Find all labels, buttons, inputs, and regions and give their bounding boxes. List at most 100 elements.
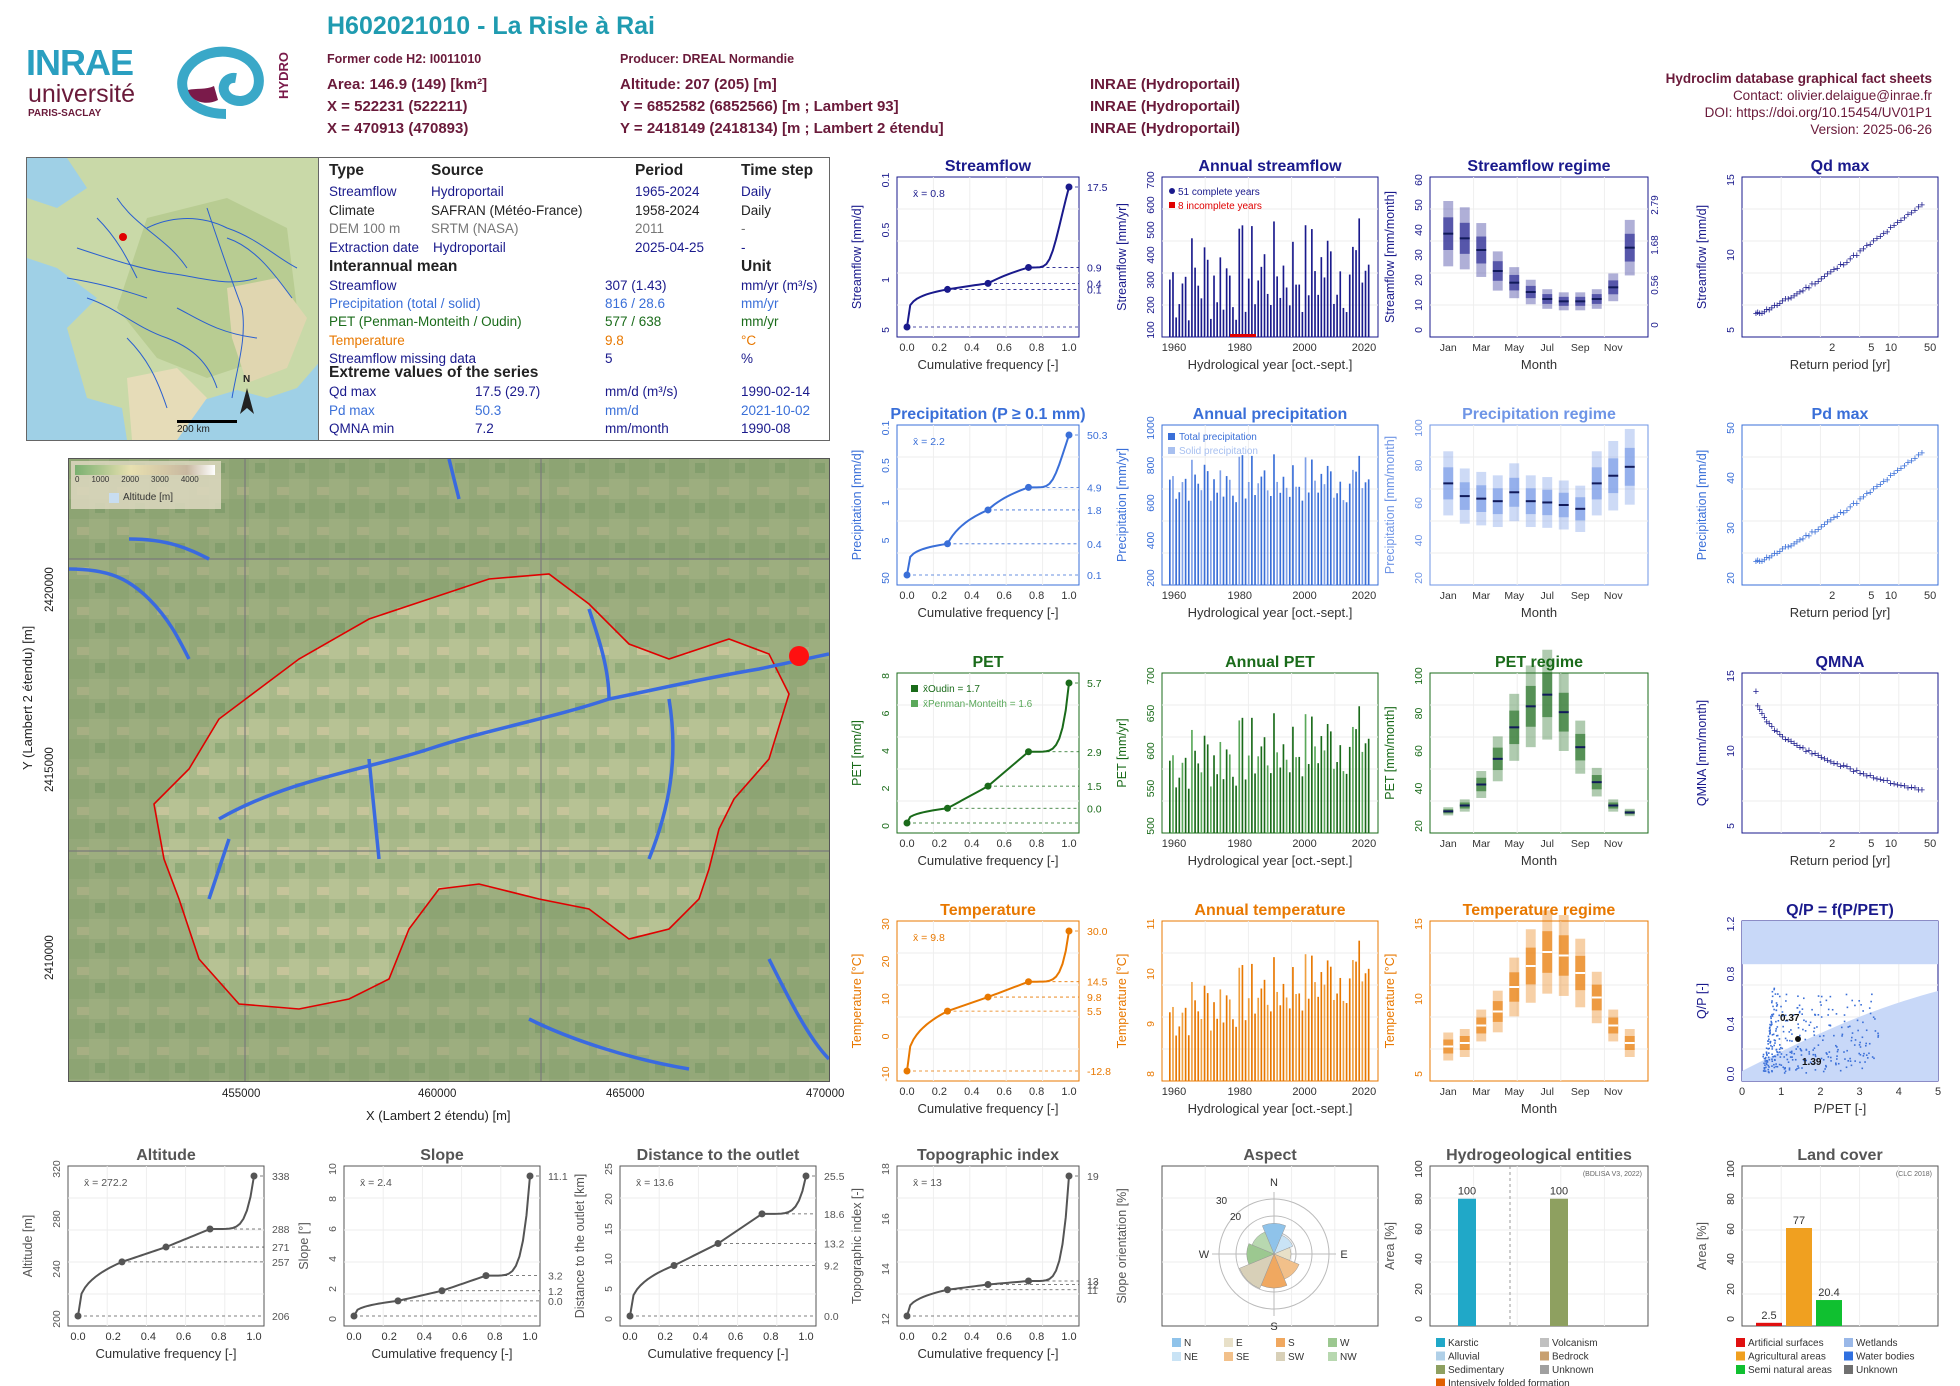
y-tick-label: 600	[1145, 494, 1157, 512]
right-tick-label: 0.0	[1087, 803, 1102, 815]
y-tick-label: 200	[1145, 296, 1157, 314]
return-point: +	[1908, 456, 1914, 468]
annual-bar	[1317, 492, 1319, 585]
qp-point	[1871, 1056, 1874, 1058]
plot-area	[896, 424, 1080, 586]
y-tick-label: 10	[1725, 745, 1737, 757]
doi-link[interactable]: DOI: https://doi.org/10.15454/UV01P1	[1704, 105, 1932, 120]
x-tick-label: 1	[1778, 1086, 1784, 1098]
x-axis-label: Hydrological year [oct.-sept.]	[1188, 853, 1353, 868]
annual-bar	[1247, 482, 1250, 585]
info-source: SRTM (NASA)	[431, 221, 519, 236]
x-tick-label: 1.0	[1061, 342, 1076, 354]
quantile-point	[984, 506, 992, 514]
qp-point	[1863, 1052, 1865, 1055]
annual-bar	[1307, 764, 1310, 833]
qp-point	[1776, 1026, 1779, 1028]
qp-point	[1836, 1046, 1838, 1048]
annual-bar	[1295, 284, 1297, 337]
return-point: +	[1794, 289, 1800, 301]
qp-point	[1872, 1016, 1875, 1019]
annual-bar	[1251, 226, 1253, 337]
right-tick-label: 5.5	[1087, 1006, 1102, 1018]
y-tick-label: 80	[1725, 1193, 1737, 1205]
return-point: +	[1818, 752, 1824, 764]
annual-bar	[1323, 484, 1326, 585]
x-tick-label: 1.0	[1061, 838, 1076, 850]
x-tick-label: 50	[1924, 590, 1936, 602]
annual-bar	[1203, 247, 1206, 337]
return-point: +	[1898, 463, 1904, 475]
extreme-row: Pd max 50.3 mm/d 2021-10-02	[329, 403, 829, 421]
qp-point	[1841, 1035, 1843, 1037]
annual-bar	[1339, 481, 1342, 585]
qp-point	[1785, 1054, 1788, 1056]
x-tick-label: Sep	[1571, 590, 1590, 602]
annual-bar	[1329, 966, 1332, 1081]
annual-bar	[1285, 287, 1288, 337]
y-tick-label: 200	[1145, 569, 1157, 587]
return-point: +	[1874, 233, 1880, 245]
return-point: +	[1774, 300, 1780, 312]
qp-point	[1820, 1057, 1823, 1060]
qp-point	[1768, 1027, 1771, 1030]
legend-swatch	[1436, 1365, 1445, 1374]
mean-row: Precipitation (total / solid) 816 / 28.6 m…	[329, 296, 829, 314]
annual-bar	[1367, 738, 1370, 833]
legend-entry: Artificial surfaces	[1748, 1338, 1824, 1349]
return-point: +	[1774, 726, 1780, 738]
annual-bar	[1197, 285, 1200, 337]
y-tick-label: 50	[1413, 199, 1425, 211]
ring-label: 20	[1230, 1212, 1242, 1223]
annual-bar	[1169, 479, 1171, 585]
y-tick-label: 50	[880, 572, 892, 584]
y-tick-label: 20	[1725, 572, 1737, 584]
x-tick-label: 0.8	[1029, 1086, 1044, 1098]
qp-point	[1762, 1053, 1765, 1056]
qp-point	[1837, 1048, 1839, 1051]
y-axis-label: Temperature [°C]	[850, 954, 864, 1049]
qp-point	[1840, 1026, 1843, 1029]
annual-bar	[1172, 755, 1174, 833]
qp-point	[1775, 1005, 1778, 1007]
qp-point	[1773, 1063, 1775, 1066]
quantile-point	[1065, 927, 1073, 935]
annual-bar	[1292, 465, 1294, 585]
x-tick-label: 0.4	[964, 1086, 979, 1098]
qp-point	[1771, 1053, 1773, 1056]
return-point: +	[1824, 755, 1830, 767]
qp-point	[1773, 1055, 1776, 1058]
x-tick-label: Nov	[1604, 838, 1623, 850]
annual-bar	[1336, 493, 1338, 585]
quantile-point	[1025, 483, 1032, 491]
y-tick-label: 80	[1413, 460, 1425, 472]
source-note: (CLC 2018)	[1896, 1171, 1932, 1178]
return-point: +	[1791, 290, 1797, 302]
qp-point	[1811, 1008, 1813, 1011]
mean-unit: mm/yr	[741, 296, 779, 312]
y-tick-label: 50	[1725, 422, 1737, 434]
qp-point	[1822, 1039, 1824, 1042]
y-tick-label: 320	[51, 1160, 63, 1178]
return-point: +	[1840, 760, 1846, 772]
qp-point	[1767, 1068, 1770, 1071]
x-tick-label: Jul	[1541, 590, 1554, 602]
annual-bar	[1181, 1012, 1184, 1081]
y-axis-label: PET [mm/d]	[850, 720, 864, 786]
return-point: +	[1806, 282, 1812, 294]
info-period: 1965-2024	[635, 184, 700, 199]
qp-point	[1771, 1000, 1773, 1002]
qp-point	[1858, 1000, 1861, 1002]
y-axis-label: Streamflow [mm/d]	[1695, 205, 1709, 309]
return-point: +	[1771, 300, 1777, 312]
contact-link[interactable]: Contact: olivier.delaigue@inrae.fr	[1732, 88, 1932, 103]
qp-point	[1836, 1050, 1839, 1053]
y-axis-label: QMNA [mm/month]	[1695, 700, 1709, 806]
qp-point	[1764, 1060, 1767, 1062]
annual-bar	[1301, 776, 1304, 833]
right-tick-label: 50.3	[1087, 430, 1108, 442]
y-tick-label: 18	[880, 1163, 892, 1175]
qp-point	[1828, 1024, 1830, 1027]
return-point: +	[1860, 243, 1866, 255]
chart-precipitation_regime: Precipitation regime Month Precipitation […	[1383, 406, 1649, 620]
